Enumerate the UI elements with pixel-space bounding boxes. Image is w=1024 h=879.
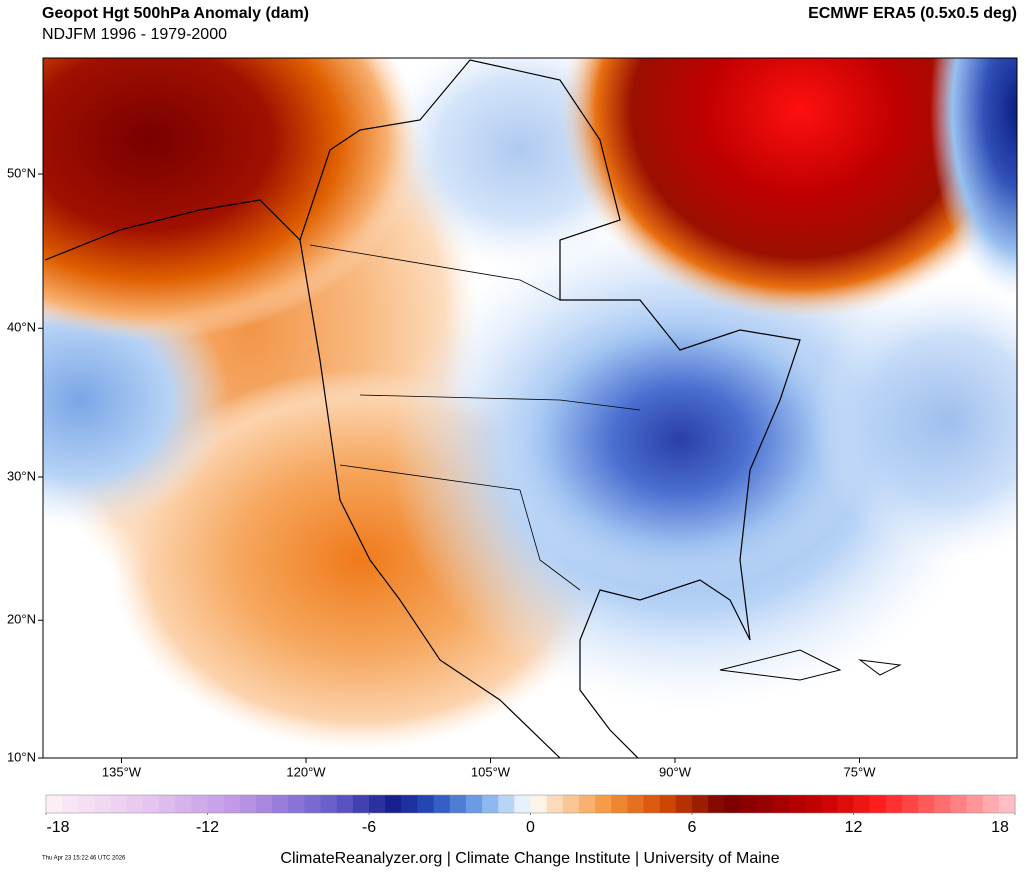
colorbar-segment xyxy=(417,795,435,813)
lat-label: 50°N xyxy=(7,165,36,180)
colorbar-segment xyxy=(46,795,63,813)
colorbar-segment xyxy=(982,795,1000,813)
lon-label: 90°W xyxy=(659,764,692,779)
colorbar-segment xyxy=(740,795,758,813)
lon-label: 120°W xyxy=(286,764,326,779)
colorbar: -18 -12 -6 0 6 12 18 xyxy=(45,794,1016,836)
map-field xyxy=(43,58,1017,758)
colorbar-label: 12 xyxy=(845,819,863,836)
colorbar-segment xyxy=(352,795,370,813)
colorbar-segment xyxy=(336,795,354,813)
colorbar-segment xyxy=(94,795,112,813)
lat-label: 30°N xyxy=(7,468,36,483)
colorbar-label: -18 xyxy=(46,819,69,836)
colorbar-segment xyxy=(627,795,645,813)
lat-label: 20°N xyxy=(7,612,36,627)
colorbar-segment xyxy=(433,795,451,813)
colorbar-segment xyxy=(320,795,338,813)
colorbar-segment xyxy=(142,795,160,813)
colorbar-segment xyxy=(239,795,257,813)
colorbar-segment xyxy=(788,795,806,813)
colorbar-label: 0 xyxy=(526,819,535,836)
colorbar-segment xyxy=(869,795,887,813)
timestamp: Thu Apr 23 15:22:46 UTC 2026 xyxy=(42,856,126,862)
colorbar-label: 18 xyxy=(991,819,1009,836)
lon-label: 105°W xyxy=(471,764,511,779)
colorbar-segment xyxy=(853,795,871,813)
colorbar-segment xyxy=(272,795,289,813)
colorbar-segment xyxy=(159,795,176,813)
colorbar-segment xyxy=(482,795,499,813)
colorbar-segment xyxy=(756,795,774,813)
colorbar-segment xyxy=(821,795,838,813)
colorbar-segment xyxy=(966,795,984,813)
colorbar-segment xyxy=(998,795,1016,813)
colorbar-segment xyxy=(401,795,418,813)
title: Geopot Hgt 500hPa Anomaly (dam) xyxy=(42,5,309,22)
colorbar-segment xyxy=(918,795,935,813)
colorbar-segment xyxy=(110,795,128,813)
colorbar-segment xyxy=(837,795,854,813)
colorbar-segment xyxy=(643,795,661,813)
colorbar-segment xyxy=(950,795,968,813)
colorbar-segment xyxy=(708,795,725,813)
colorbar-segment xyxy=(805,795,822,813)
colorbar-segment xyxy=(772,795,790,813)
subtitle: NDJFM 1996 - 1979-2000 xyxy=(42,26,227,43)
colorbar-segment xyxy=(304,795,322,813)
colorbar-segment xyxy=(465,795,483,813)
colorbar-segment xyxy=(578,795,596,813)
colorbar-segment xyxy=(207,795,225,813)
colorbar-label: -12 xyxy=(196,819,219,836)
lat-label: 40°N xyxy=(7,320,36,335)
map-frame xyxy=(42,57,1018,759)
colorbar-segment xyxy=(901,795,919,813)
colorbar-segment xyxy=(595,795,612,813)
colorbar-segment xyxy=(288,795,305,813)
colorbar-segment xyxy=(724,795,741,813)
colorbar-segment xyxy=(191,795,208,813)
colorbar-segment xyxy=(62,795,79,813)
colorbar-segment xyxy=(369,795,386,813)
source: ECMWF ERA5 (0.5x0.5 deg) xyxy=(808,5,1017,22)
colorbar-segment xyxy=(562,795,580,813)
credit: ClimateReanalyzer.org | Climate Change I… xyxy=(280,850,779,867)
colorbar-segment xyxy=(385,795,402,813)
colorbar-segment xyxy=(530,795,548,813)
colorbar-label: -6 xyxy=(362,819,376,836)
lon-label: 75°W xyxy=(844,764,877,779)
colorbar-segment xyxy=(449,795,467,813)
colorbar-segment xyxy=(498,795,515,813)
lon-label: 135°W xyxy=(102,764,142,779)
colorbar-segment xyxy=(255,795,273,813)
colorbar-segment xyxy=(223,795,241,813)
colorbar-label: 6 xyxy=(688,819,697,836)
map-axes: 50°N 40°N 30°N 20°N 10°N 135°W 120°W 105°W 90°W 7… xyxy=(7,165,876,779)
colorbar-segment xyxy=(546,795,564,813)
colorbar-segment xyxy=(78,795,95,813)
colorbar-segment xyxy=(934,795,951,813)
colorbar-segment xyxy=(514,795,531,813)
colorbar-segment xyxy=(885,795,903,813)
colorbar-segment xyxy=(175,795,192,813)
lat-label: 10°N xyxy=(7,749,36,764)
colorbar-segment xyxy=(659,795,677,813)
colorbar-segment xyxy=(611,795,628,813)
colorbar-segment xyxy=(692,795,709,813)
colorbar-segment xyxy=(126,795,144,813)
colorbar-segment xyxy=(675,795,693,813)
